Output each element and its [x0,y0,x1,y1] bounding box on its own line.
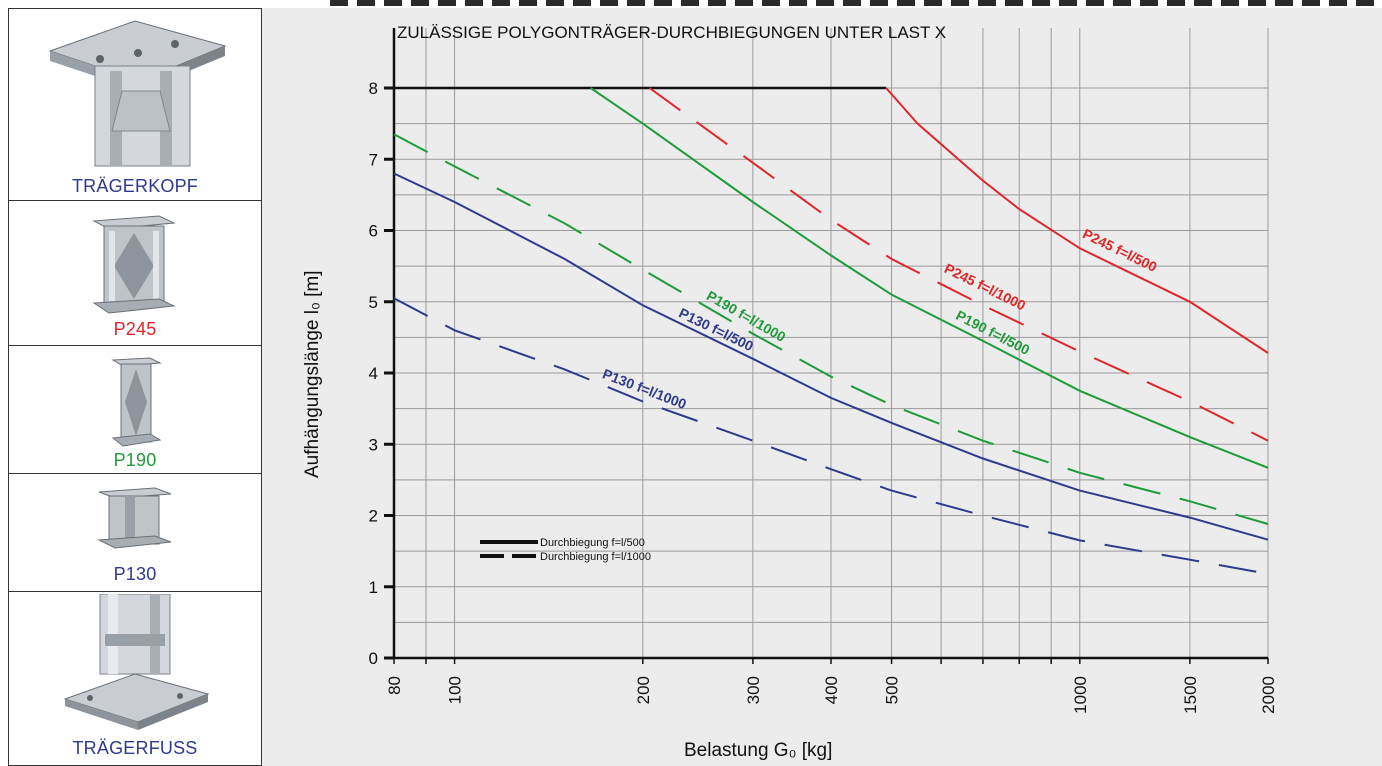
y-tick-label: 4 [369,364,378,383]
top-decor-segment [1032,0,1050,6]
product-sidebar: TRÄGERKOPF P245 P190 P130 [8,8,262,766]
top-decor-segment [1275,0,1293,6]
top-decor-segment [1302,0,1320,6]
y-tick-label: 2 [369,507,378,526]
axes: 0 1 2 3 4 5 6 7 8 80 100 200 300 400 500 1000 1500 2000 [369,28,1278,714]
top-decor-segment [1329,0,1347,6]
y-tick-label: 0 [369,649,378,668]
y-axis-title: Aufhängungslänge l₀ [m] [302,270,323,478]
top-decor-segment [735,0,753,6]
y-tick-label: 6 [369,222,378,241]
top-decor-segment [573,0,591,6]
panel-p190: P190 [9,346,261,474]
top-decor-segment [1113,0,1131,6]
top-decor-segment [708,0,726,6]
top-decor-segment [1248,0,1266,6]
x-tick-label: 400 [822,676,841,704]
x-tick-label: 2000 [1259,676,1278,714]
top-decor-segment [951,0,969,6]
chart-title: ZULÄSSIGE POLYGONTRÄGER-DURCHBIEGUNGEN U… [397,23,946,42]
top-decor-segment [681,0,699,6]
top-decor-segment [357,0,375,6]
panel-traegerfuss: TRÄGERFUSS [9,592,261,765]
series-lines [393,86,1269,575]
truss-foot-icon [63,594,210,730]
y-tick-label: 7 [369,150,378,169]
y-tick-label: 5 [369,293,378,312]
series-line [590,87,1269,469]
top-decor-segment [384,0,402,6]
x-tick-label: 200 [634,676,653,704]
series-line [393,172,1269,541]
top-decor-segment [789,0,807,6]
series-line [393,133,1269,525]
legend: Durchbiegung f=l/500 Durchbiegung f=l/100… [480,537,651,563]
chart-panel: 0 1 2 3 4 5 6 7 8 80 100 200 300 400 500 1000 1500 2000 P… [262,8,1382,766]
y-tick-label: 3 [369,435,378,454]
top-decor-segment [1221,0,1239,6]
grid [393,28,1269,659]
top-decor-segment [330,0,348,6]
x-tick-label: 500 [883,676,902,704]
top-decor-segment [1194,0,1212,6]
legend-label: Durchbiegung f=l/500 [540,537,645,549]
x-tick-label: 1500 [1181,676,1200,714]
top-decor-segment [546,0,564,6]
panel-p130: P130 [9,474,261,592]
series-line [648,87,1269,442]
top-decor-segment [816,0,834,6]
profile-p245-icon [92,215,176,314]
profile-p130-icon [97,487,172,549]
y-tick-label: 8 [369,79,378,98]
series-line [393,297,1269,575]
top-decor-segment [1059,0,1077,6]
top-decor-segment [1086,0,1104,6]
profile-p190-icon [111,357,162,447]
panel-traegerkopf: TRÄGERKOPF [9,9,261,201]
x-tick-label: 1000 [1071,676,1090,714]
panel-label: P190 [113,450,157,470]
top-decor-segment [870,0,888,6]
top-decor-segment [1356,0,1374,6]
top-decor-segment [438,0,456,6]
x-tick-label: 300 [744,676,763,704]
panel-label: P245 [113,319,157,339]
top-decor-segment [627,0,645,6]
chart-background [262,8,1382,766]
series-line [885,87,1269,354]
top-decor-segment [1167,0,1185,6]
top-decor-segment [519,0,537,6]
truss-head-icon [48,20,227,167]
top-decor-segment [924,0,942,6]
panel-label: TRÄGERFUSS [72,738,198,758]
x-tick-label: 80 [385,676,404,695]
top-decor-segment [897,0,915,6]
top-decor-segment [411,0,429,6]
top-decor-segment [1005,0,1023,6]
panel-label: TRÄGERKOPF [71,176,198,196]
top-decor-segment [654,0,672,6]
top-decor-segment [762,0,780,6]
top-decor-segment [978,0,996,6]
top-decor-segment [492,0,510,6]
top-decor-segment [1140,0,1158,6]
top-decor-segment [600,0,618,6]
top-decor-segment [465,0,483,6]
x-axis-title: Belastung G₀ [kg] [684,740,832,761]
top-decor-strip [0,0,1382,6]
x-tick-label: 100 [446,676,465,704]
panel-p245: P245 [9,201,261,346]
top-decor-segment [843,0,861,6]
y-tick-label: 1 [369,578,378,597]
legend-label: Durchbiegung f=l/1000 [540,551,651,563]
panel-label: P130 [113,564,157,584]
